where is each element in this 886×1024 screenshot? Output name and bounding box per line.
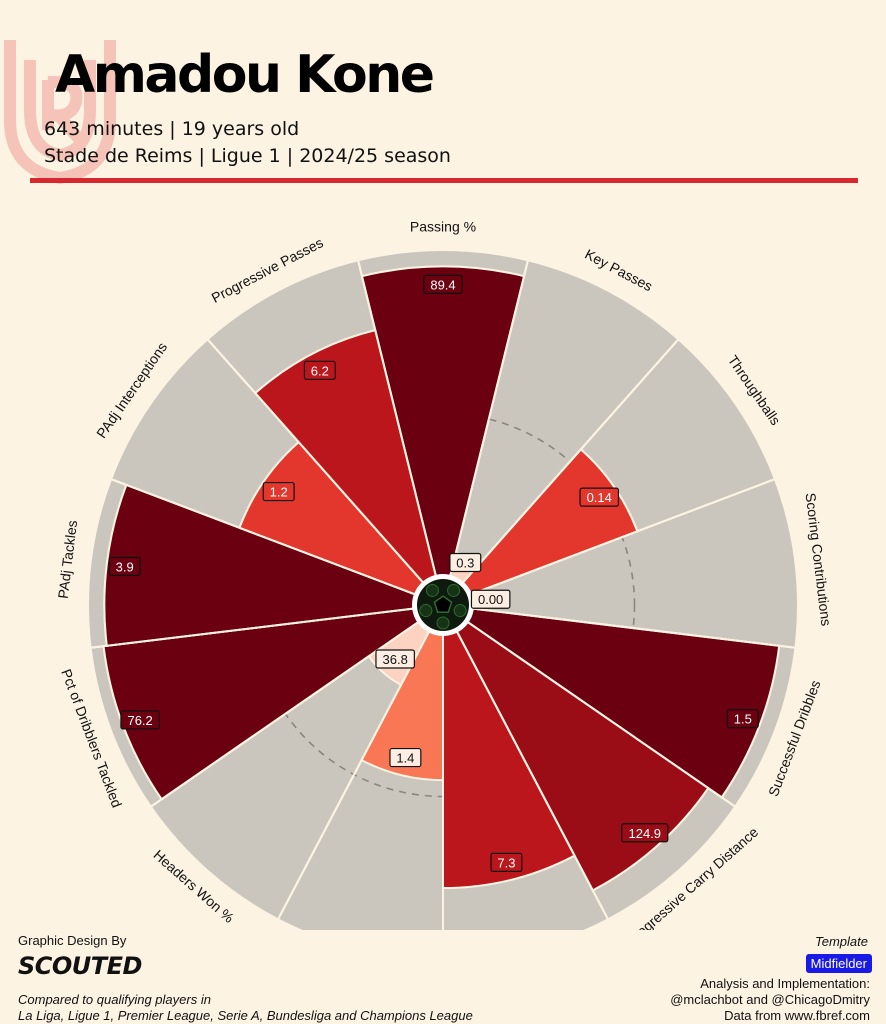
slice-separator <box>150 620 421 808</box>
value-label: 89.4 <box>430 277 455 292</box>
value-label-box <box>108 556 141 576</box>
value-label-box <box>470 589 511 609</box>
value-label: 36.8 <box>383 652 408 667</box>
slice-separator <box>465 620 736 808</box>
slice-separator <box>206 338 426 585</box>
slice-separator <box>448 260 529 579</box>
slice-separator <box>357 260 438 579</box>
category-label: PAdj Tackles <box>55 519 80 599</box>
value-label-box <box>120 710 160 730</box>
analysis-handles: @mclachbot and @ChicagoDmitry <box>670 992 870 1007</box>
value-label-box <box>375 649 415 669</box>
value-label: 0.14 <box>587 490 612 505</box>
analysis-credit: Analysis and Implementation: <box>700 976 870 991</box>
template-label: Template <box>815 934 868 949</box>
value-label: 124.9 <box>629 826 662 841</box>
value-label-box <box>262 481 295 502</box>
data-source: Data from www.fbref.com <box>724 1008 870 1023</box>
comparison-note-1: Compared to qualifying players in <box>18 992 211 1007</box>
slice-separator <box>460 338 680 585</box>
player-minutes-age: 643 minutes | 19 years old <box>44 118 300 140</box>
player-club-season: Stade de Reims | Ligue 1 | 2024/25 seaso… <box>44 145 451 167</box>
ball-patch <box>447 583 461 597</box>
slice-separator <box>470 607 796 649</box>
value-label: 3.9 <box>116 559 134 574</box>
value-label: 1.4 <box>396 751 414 766</box>
value-label-box <box>490 852 523 872</box>
ball-patch <box>425 583 439 597</box>
slice-separator <box>110 478 418 597</box>
value-label-box <box>726 709 759 729</box>
value-label: 0.00 <box>478 592 503 607</box>
slice-separator <box>455 629 609 920</box>
template-badge: Midfielder <box>805 954 872 973</box>
ball-pentagon <box>433 595 453 614</box>
player-name: Amadou Kone <box>55 45 435 105</box>
comparison-note-2: La Liga, Ligue 1, Premier League, Serie … <box>18 1008 473 1023</box>
value-label-box <box>389 747 422 768</box>
slice-separator <box>277 629 431 920</box>
value-label: 0.3 <box>456 555 474 570</box>
value-label: 76.2 <box>127 713 152 728</box>
value-label: 6.2 <box>311 363 329 378</box>
scouted-logo: SCOUTED <box>18 952 142 980</box>
design-credit-label: Graphic Design By <box>18 933 127 948</box>
value-label: 1.2 <box>270 485 288 500</box>
ball-patch <box>453 604 467 618</box>
category-label: Scoring Contributions <box>803 492 835 627</box>
value-label-box <box>579 487 620 507</box>
value-label-box <box>621 823 669 843</box>
category-label: Passing % <box>410 219 476 235</box>
value-label-box <box>423 274 463 294</box>
header-divider <box>30 178 858 183</box>
pizza-chart: 89.4 0.3 0.14 0.00 1.5 124.9 7.3 1.4 36.8 76.2 3.9… <box>55 219 835 930</box>
value-label-box <box>303 360 336 380</box>
ball-patch <box>419 604 433 618</box>
value-label: 7.3 <box>497 855 515 870</box>
slice-separator <box>468 478 776 597</box>
ball-patch <box>436 616 450 630</box>
value-label: 1.5 <box>734 712 752 727</box>
value-label-box <box>449 552 482 573</box>
slice-separator <box>90 607 416 649</box>
